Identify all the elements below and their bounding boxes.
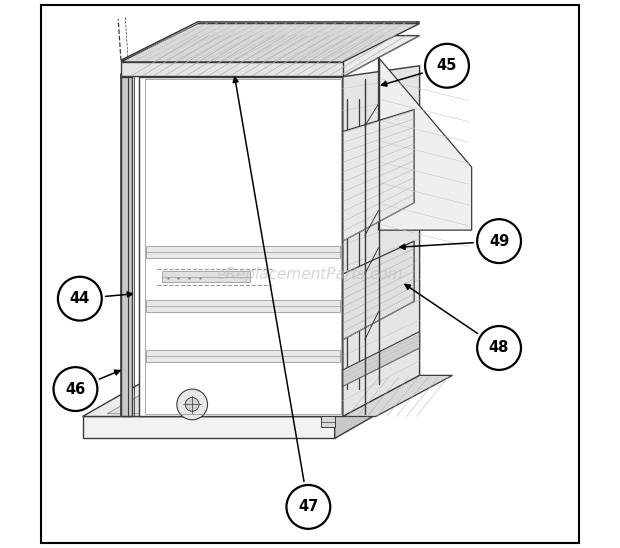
Text: 45: 45 xyxy=(437,58,457,73)
Polygon shape xyxy=(335,373,412,438)
Polygon shape xyxy=(121,24,420,62)
Polygon shape xyxy=(343,110,414,241)
Polygon shape xyxy=(146,300,340,312)
Polygon shape xyxy=(321,416,335,427)
Polygon shape xyxy=(82,416,335,438)
Polygon shape xyxy=(82,373,412,416)
Polygon shape xyxy=(107,372,395,414)
Circle shape xyxy=(477,326,521,370)
Circle shape xyxy=(477,219,521,263)
Polygon shape xyxy=(139,77,343,416)
Text: eReplacementParts.com: eReplacementParts.com xyxy=(216,266,404,282)
Polygon shape xyxy=(343,241,414,340)
Text: 48: 48 xyxy=(489,340,509,356)
Circle shape xyxy=(425,44,469,88)
Polygon shape xyxy=(121,77,132,416)
Text: 49: 49 xyxy=(489,233,509,249)
Polygon shape xyxy=(146,246,340,258)
Polygon shape xyxy=(378,58,472,230)
Polygon shape xyxy=(343,66,420,416)
Circle shape xyxy=(286,485,330,529)
Circle shape xyxy=(58,277,102,321)
Polygon shape xyxy=(146,350,340,362)
Circle shape xyxy=(177,389,208,420)
Text: 46: 46 xyxy=(65,381,86,397)
Polygon shape xyxy=(139,36,420,77)
Circle shape xyxy=(53,367,97,411)
Polygon shape xyxy=(121,62,343,76)
Circle shape xyxy=(185,397,199,412)
Polygon shape xyxy=(121,22,420,60)
Polygon shape xyxy=(162,271,250,282)
Text: 44: 44 xyxy=(69,291,90,306)
Polygon shape xyxy=(343,375,453,416)
Polygon shape xyxy=(343,332,420,386)
Text: 47: 47 xyxy=(298,499,319,515)
